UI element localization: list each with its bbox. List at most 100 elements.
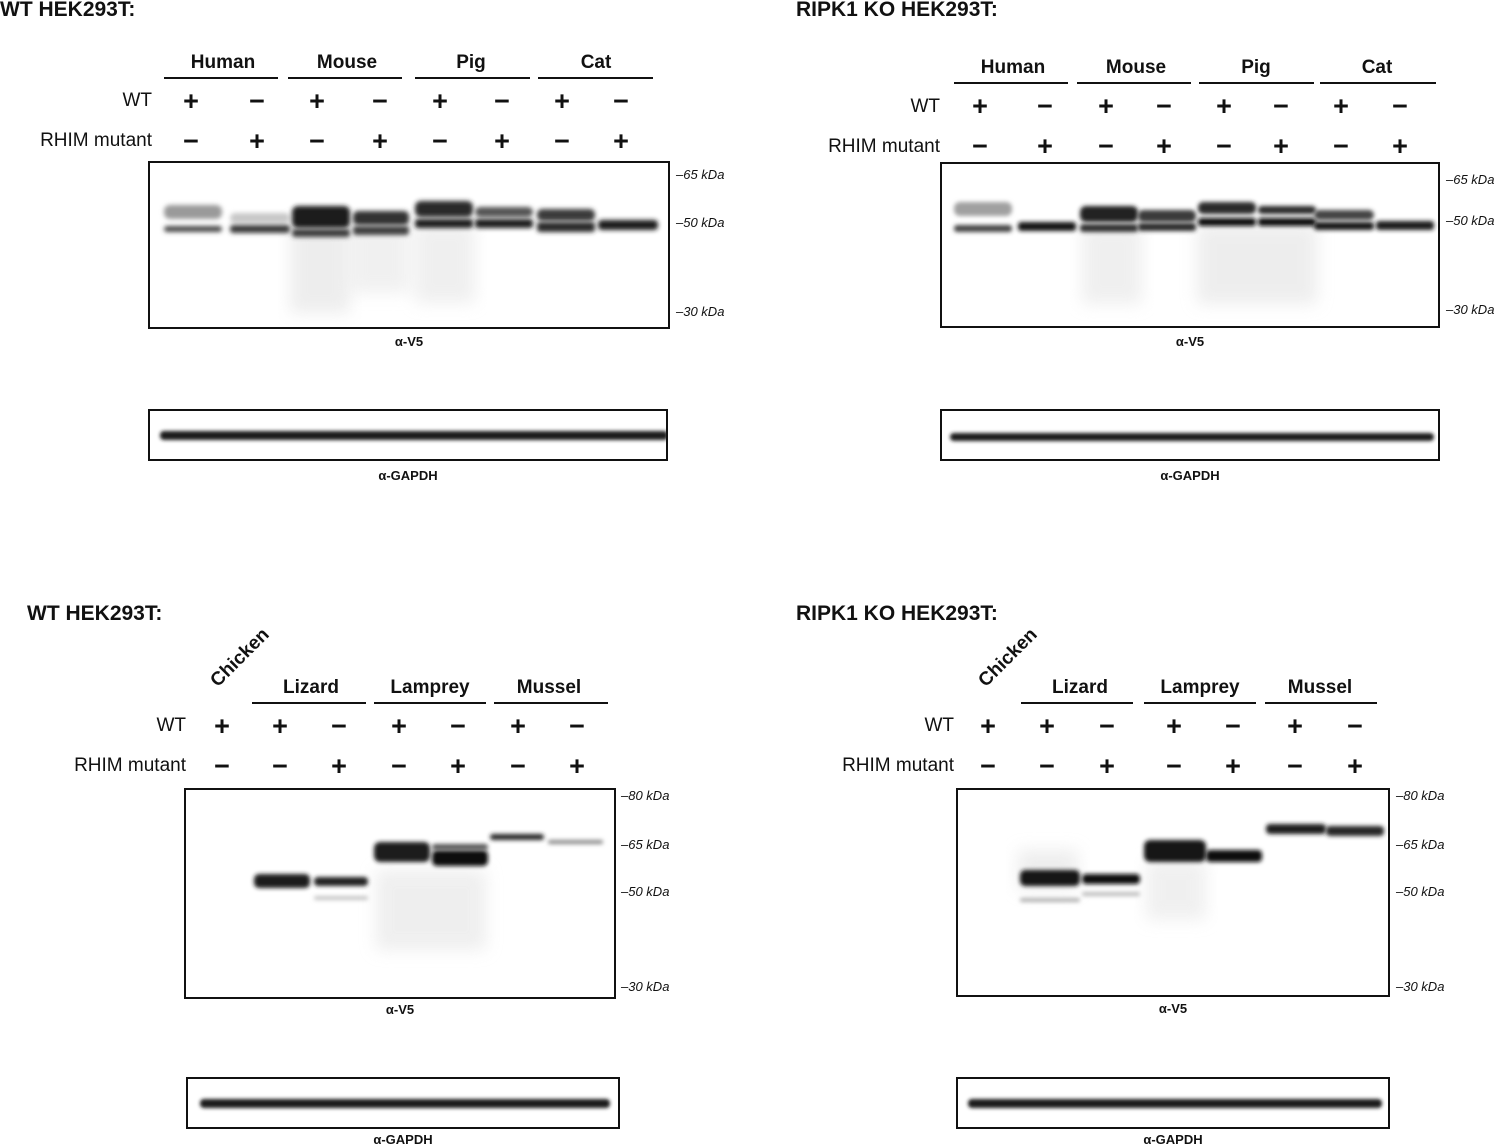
species-bar-lizard <box>252 702 366 704</box>
wt-sign: + <box>510 711 526 741</box>
mutant-sign: − <box>272 751 288 781</box>
mutant-sign: + <box>1225 751 1241 781</box>
mutant-sign: + <box>249 126 265 156</box>
species-bar-cat <box>538 77 653 79</box>
panel-wt-mammals: WT HEK293T: Human Mouse Pig Cat WT RHIM … <box>0 0 750 520</box>
mutant-sign: + <box>450 751 466 781</box>
v5-blot-bands <box>164 201 658 313</box>
v5-antibody-label: α-V5 <box>1158 1001 1188 1016</box>
wt-sign: + <box>183 86 199 116</box>
wt-sign: + <box>309 86 325 116</box>
mutant-sign: + <box>331 751 347 781</box>
wt-sign: − <box>1273 91 1289 121</box>
gapdh-antibody-label: α-GAPDH <box>1143 1132 1203 1147</box>
mutant-sign: − <box>1098 131 1114 161</box>
mutant-sign: + <box>1099 751 1115 781</box>
wt-sign: − <box>1225 711 1241 741</box>
wt-sign: + <box>980 711 996 741</box>
v5-antibody-label: α-V5 <box>394 334 424 349</box>
mutant-sign: + <box>1156 131 1172 161</box>
mutant-sign: + <box>372 126 388 156</box>
species-label-mouse: Mouse <box>1105 57 1167 78</box>
wt-row-label: WT <box>910 96 940 117</box>
marker-80-kda: –80 kDa <box>1396 788 1445 803</box>
wt-sign: + <box>554 86 570 116</box>
wt-sign: − <box>1037 91 1053 121</box>
gapdh-blot <box>186 1077 620 1129</box>
v5-blot <box>940 162 1440 328</box>
gapdh-blot-bands <box>968 1099 1382 1108</box>
species-label-mussel: Mussel <box>1287 677 1353 698</box>
mutant-sign: − <box>1166 751 1182 781</box>
mutant-sign: − <box>554 126 570 156</box>
panel-title: WT HEK293T: <box>27 602 163 625</box>
wt-sign: + <box>1333 91 1349 121</box>
wt-sign: + <box>272 711 288 741</box>
species-label-mussel: Mussel <box>516 677 582 698</box>
panel-title: WT HEK293T: <box>0 0 136 21</box>
species-bar-mussel <box>494 702 608 704</box>
species-bar-lamprey <box>374 702 486 704</box>
rhim-mutant-row-label: RHIM mutant <box>828 136 940 157</box>
gapdh-blot-bands <box>950 433 1434 441</box>
mutant-sign: − <box>432 126 448 156</box>
mutant-sign: − <box>1287 751 1303 781</box>
mutant-sign: + <box>1392 131 1408 161</box>
species-label-pig: Pig <box>1241 57 1271 78</box>
species-bar-human <box>164 77 278 79</box>
gapdh-antibody-label: α-GAPDH <box>378 468 438 483</box>
marker-65-kda: –65 kDa <box>1396 837 1445 852</box>
species-label-lizard: Lizard <box>1052 677 1108 698</box>
panel-title: RIPK1 KO HEK293T: <box>796 602 998 625</box>
mutant-sign: − <box>510 751 526 781</box>
species-label-cat: Cat <box>1361 57 1393 78</box>
mutant-sign: − <box>1333 131 1349 161</box>
marker-65-kda: –65 kDa <box>676 167 725 182</box>
mutant-sign: − <box>391 751 407 781</box>
species-label-human: Human <box>190 52 256 73</box>
wt-sign: − <box>494 86 510 116</box>
marker-30-kda: –30 kDa <box>1396 979 1445 994</box>
panel-ripk1-ko-mammals: RIPK1 KO HEK293T: Human Mouse Pig Cat WT… <box>0 0 1500 520</box>
wt-sign: + <box>1216 91 1232 121</box>
marker-50-kda: –50 kDa <box>676 215 725 230</box>
wt-sign: + <box>1098 91 1114 121</box>
wt-sign: + <box>972 91 988 121</box>
wt-sign: + <box>1287 711 1303 741</box>
mutant-sign: + <box>569 751 585 781</box>
species-bar-human <box>954 82 1068 84</box>
species-bar-cat <box>1320 82 1436 84</box>
wt-sign: − <box>613 86 629 116</box>
wt-sign: − <box>569 711 585 741</box>
mutant-sign: + <box>613 126 629 156</box>
gapdh-antibody-label: α-GAPDH <box>1160 468 1220 483</box>
species-label-pig: Pig <box>456 52 486 73</box>
species-label-lamprey: Lamprey <box>390 677 470 698</box>
species-label-human: Human <box>980 57 1046 78</box>
species-bar-pig <box>415 77 530 79</box>
mutant-sign: + <box>1273 131 1289 161</box>
wt-sign: + <box>391 711 407 741</box>
v5-blot-bands <box>1018 824 1384 920</box>
mutant-sign: + <box>494 126 510 156</box>
marker-65-kda: –65 kDa <box>621 837 670 852</box>
wt-row-label: WT <box>122 90 152 111</box>
gapdh-blot <box>956 1077 1390 1129</box>
marker-30-kda: –30 kDa <box>621 979 670 994</box>
wt-sign: + <box>432 86 448 116</box>
panel-wt-nonmammals: WT HEK293T: Chicken Lizard Lamprey Musse… <box>0 0 750 1147</box>
wt-sign: − <box>450 711 466 741</box>
wt-row-label: WT <box>156 715 186 736</box>
v5-blot-bands <box>954 202 1434 304</box>
marker-50-kda: –50 kDa <box>621 884 670 899</box>
species-bar-lamprey <box>1144 702 1256 704</box>
mutant-sign: + <box>1347 751 1363 781</box>
marker-80-kda: –80 kDa <box>621 788 670 803</box>
species-label-mouse: Mouse <box>316 52 378 73</box>
v5-blot <box>956 788 1390 997</box>
marker-30-kda: –30 kDa <box>676 304 725 319</box>
species-label-lizard: Lizard <box>283 677 339 698</box>
v5-antibody-label: α-V5 <box>385 1002 415 1017</box>
v5-antibody-label: α-V5 <box>1175 334 1205 349</box>
